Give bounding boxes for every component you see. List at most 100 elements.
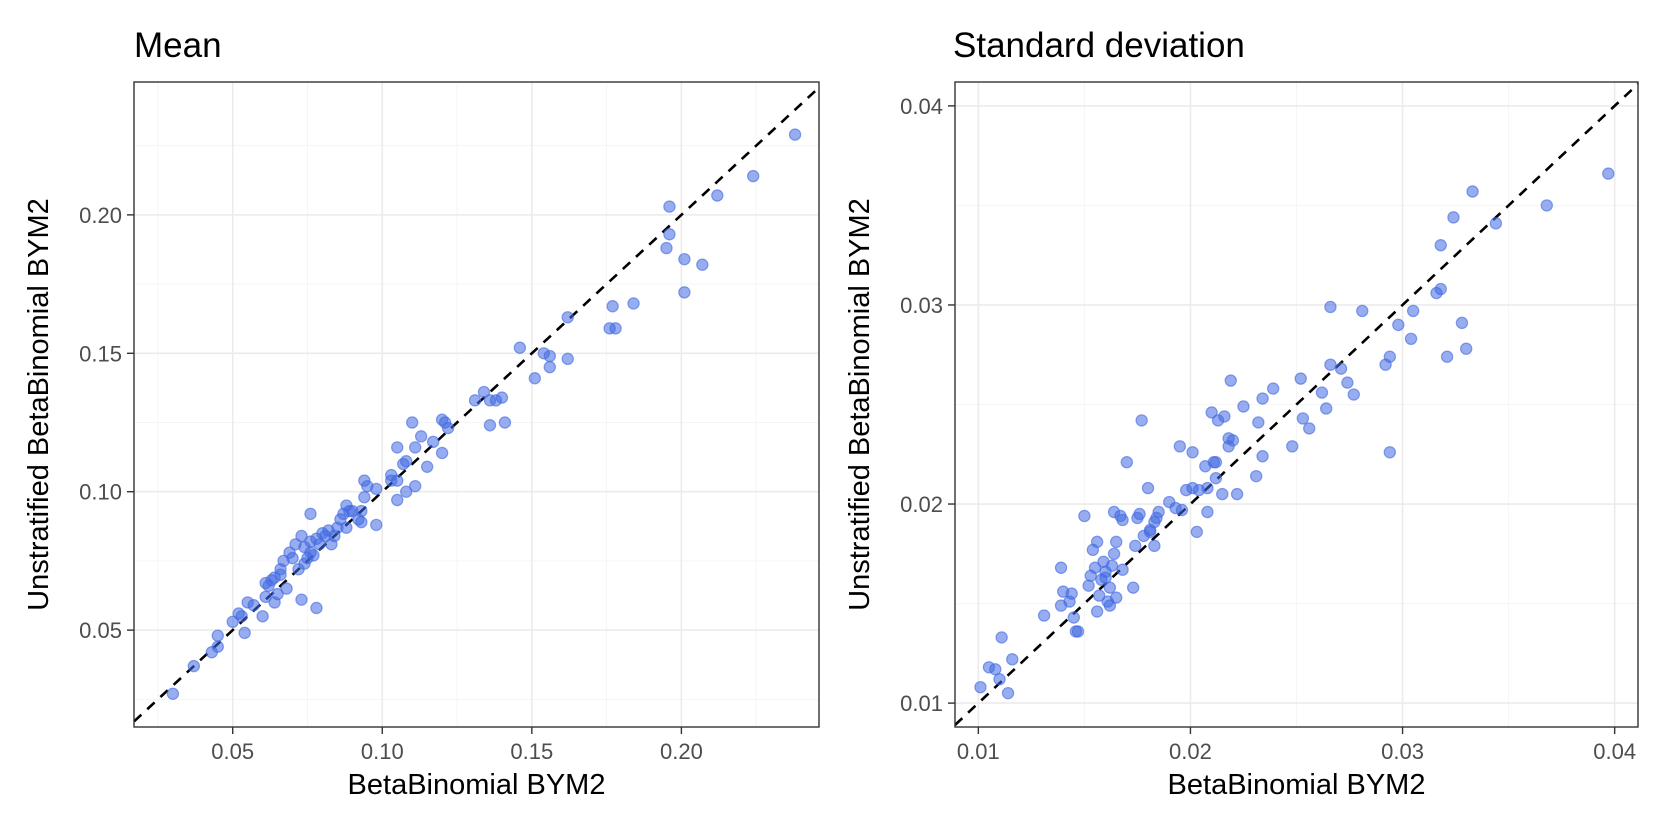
- point-sd-71: [1218, 410, 1231, 423]
- point-mean-78: [477, 385, 491, 399]
- point-sd-92: [1341, 376, 1354, 389]
- point-mean-68: [408, 441, 422, 454]
- point-sd-37: [1116, 563, 1129, 576]
- point-sd-68: [1209, 471, 1223, 485]
- point-sd-93: [1347, 388, 1360, 401]
- point-mean-61: [391, 474, 404, 487]
- point-sd-82: [1266, 382, 1280, 395]
- y-tick-label-sd-0: 0.01: [900, 691, 943, 716]
- point-mean-36: [310, 601, 323, 615]
- y-tick-label-mean-1: 0.10: [79, 480, 122, 505]
- point-sd-67: [1209, 456, 1223, 469]
- point-sd-102: [1434, 282, 1447, 296]
- point-sd-103: [1434, 239, 1447, 252]
- point-sd-89: [1324, 300, 1337, 314]
- point-sd-79: [1252, 416, 1265, 429]
- point-sd-29: [1103, 581, 1117, 594]
- point-mean-10: [247, 598, 260, 612]
- point-mean-18: [271, 587, 284, 601]
- x-tick-label-sd-2: 0.03: [1381, 739, 1424, 764]
- x-tick-label-mean-1: 0.10: [361, 739, 404, 764]
- point-mean-94: [627, 297, 640, 310]
- point-sd-55: [1173, 440, 1187, 453]
- point-mean-58: [370, 482, 383, 496]
- identity-line-mean: [133, 86, 820, 723]
- x-axis-title-mean: BetaBinomial BYM2: [348, 769, 606, 801]
- x-tick-labels-sd: 0.01 0.02 0.03 0.04: [957, 739, 1636, 764]
- point-sd-64: [1201, 481, 1214, 495]
- point-sd-15: [1071, 625, 1085, 638]
- point-mean-93: [609, 322, 622, 335]
- point-sd-78: [1249, 469, 1263, 483]
- point-sd-23: [1093, 589, 1106, 602]
- x-tick-label-sd-3: 0.04: [1593, 739, 1636, 764]
- point-mean-76: [441, 421, 455, 435]
- y-tick-label-mean-2: 0.15: [79, 341, 122, 366]
- point-sd-3: [993, 673, 1006, 686]
- point-mean-1: [187, 659, 201, 673]
- point-sd-109: [1489, 217, 1503, 230]
- point-sd-97: [1383, 350, 1397, 363]
- point-mean-5: [226, 615, 239, 629]
- point-mean-88: [543, 360, 556, 374]
- point-mean-72: [426, 435, 440, 449]
- point-mean-84: [513, 341, 527, 354]
- point-mean-98: [678, 252, 691, 266]
- y-tick-label-sd-1: 0.02: [900, 492, 943, 517]
- point-sd-33: [1107, 547, 1121, 561]
- point-mean-35: [307, 549, 320, 562]
- point-sd-20: [1088, 561, 1102, 574]
- point-sd-104: [1440, 350, 1454, 363]
- point-sd-74: [1224, 374, 1237, 387]
- point-sd-70: [1216, 487, 1229, 501]
- grid-mean: [134, 82, 819, 727]
- point-sd-63: [1201, 505, 1214, 519]
- plot-frame-mean: [133, 81, 820, 728]
- point-sd-91: [1334, 362, 1348, 375]
- point-mean-70: [414, 430, 428, 443]
- point-mean-63: [391, 441, 404, 454]
- point-mean-8: [238, 626, 251, 640]
- point-sd-76: [1230, 487, 1244, 501]
- point-mean-38: [313, 538, 326, 551]
- x-tick-labels-mean: 0.05 0.10 0.15 0.20: [211, 739, 703, 764]
- point-sd-111: [1602, 167, 1615, 180]
- point-sd-108: [1466, 185, 1479, 198]
- point-mean-101: [711, 189, 724, 202]
- point-mean-96: [663, 228, 676, 241]
- point-mean-27: [295, 593, 308, 606]
- point-mean-4: [211, 629, 224, 642]
- point-mean-7: [235, 610, 248, 623]
- point-mean-12: [259, 590, 272, 604]
- point-mean-52: [355, 504, 368, 518]
- point-mean-79: [483, 419, 497, 432]
- point-sd-56: [1175, 503, 1189, 517]
- point-mean-95: [660, 241, 673, 255]
- panel-title-mean: Mean: [134, 26, 222, 65]
- point-mean-74: [435, 446, 449, 460]
- point-sd-80: [1256, 392, 1269, 405]
- x-tick-label-sd-0: 0.01: [957, 739, 1000, 764]
- point-mean-11: [256, 610, 269, 623]
- point-sd-12: [1065, 587, 1078, 600]
- y-tick-labels-sd: 0.01 0.02 0.03 0.04: [900, 94, 943, 716]
- point-sd-98: [1392, 318, 1405, 332]
- point-mean-62: [391, 493, 404, 507]
- ticks-mean: [127, 214, 683, 734]
- panel-mean: Mean 0.05 0.10 0.15 0.20 0.05 0.10 0.15 0.20 B…: [23, 26, 820, 801]
- point-mean-102: [746, 169, 760, 183]
- point-mean-90: [561, 311, 574, 324]
- point-sd-90: [1324, 358, 1337, 371]
- x-tick-label-sd-1: 0.02: [1169, 739, 1212, 764]
- points-sd: [974, 167, 1615, 700]
- point-mean-67: [405, 416, 419, 429]
- point-sd-13: [1067, 611, 1080, 624]
- point-mean-83: [498, 416, 512, 429]
- point-sd-105: [1447, 211, 1460, 224]
- y-tick-labels-mean: 0.05 0.10 0.15 0.20: [79, 203, 122, 643]
- x-tick-label-mean-0: 0.05: [211, 739, 254, 764]
- point-sd-38: [1116, 513, 1129, 527]
- point-sd-49: [1148, 539, 1161, 553]
- point-mean-89: [561, 352, 574, 366]
